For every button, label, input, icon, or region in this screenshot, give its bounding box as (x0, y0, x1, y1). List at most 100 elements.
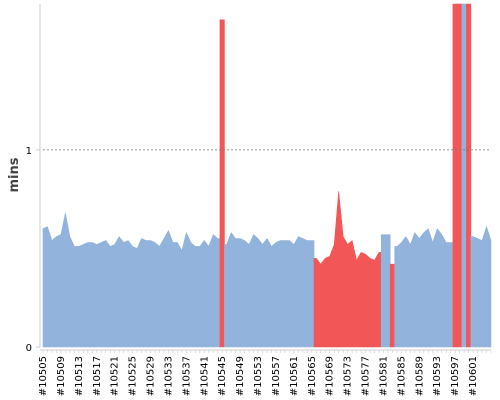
x-tick-label: #10529 (146, 356, 157, 396)
build-bar (488, 233, 492, 348)
build-bar (416, 234, 422, 348)
build-bar (461, 3, 467, 348)
build-bar (483, 225, 490, 348)
build-bar (349, 239, 355, 348)
build-bar (80, 243, 86, 348)
build-bar (318, 260, 324, 348)
build-bar (107, 242, 113, 348)
build-bar (394, 243, 400, 348)
x-tick-label: #10521 (110, 356, 121, 396)
build-bar (134, 243, 140, 348)
x-tick-label: #10549 (235, 356, 246, 396)
build-bar (457, 3, 463, 348)
x-tick-label: #10601 (468, 356, 479, 396)
build-bar (201, 240, 207, 348)
build-bar (85, 242, 91, 348)
build-bar (58, 223, 64, 348)
build-bar (242, 239, 248, 348)
x-tick-label: #10545 (217, 356, 228, 396)
x-tick-label: #10557 (271, 356, 282, 396)
build-bar (313, 257, 319, 348)
build-bar (67, 224, 73, 348)
build-bar (398, 238, 404, 348)
build-bar (475, 237, 481, 348)
build-bar (98, 241, 104, 348)
build-bar (407, 238, 413, 348)
build-bar (385, 234, 391, 348)
x-tick-label: #10569 (325, 356, 336, 396)
build-bar (44, 226, 51, 348)
build-bar (197, 242, 203, 348)
build-bar (358, 251, 364, 348)
build-bar (309, 240, 315, 348)
x-tick-label: #10513 (74, 356, 85, 396)
build-bar (479, 233, 485, 348)
build-bar (282, 240, 288, 348)
build-bar (277, 240, 283, 348)
build-bar (215, 235, 221, 348)
build-bar (76, 245, 82, 348)
build-bar (354, 250, 360, 348)
build-bar (439, 230, 445, 348)
build-bar (268, 241, 275, 348)
build-bar (192, 243, 198, 348)
x-tick-label: #10565 (307, 356, 318, 396)
build-bar (331, 217, 337, 348)
build-bar (89, 242, 95, 348)
build-bar (371, 255, 378, 348)
build-bar (152, 241, 158, 348)
build-bar (121, 238, 127, 348)
build-bar (143, 239, 149, 348)
build-bar (389, 263, 395, 348)
build-bar (103, 240, 109, 348)
build-bar (147, 240, 154, 348)
build-bar (112, 239, 118, 348)
build-bar (125, 240, 131, 348)
x-ticks: #10505 #10509 #10513 #10517 #10521 #10525 #105… (38, 350, 492, 396)
y-tick-label: 0 (26, 343, 32, 354)
build-bar (412, 232, 418, 348)
build-bar (53, 235, 59, 348)
build-bar (304, 239, 310, 348)
build-bar (188, 237, 194, 348)
x-tick-label: #10533 (163, 356, 174, 396)
x-tick-label: #10585 (396, 356, 407, 396)
x-tick-label: #10573 (343, 356, 354, 396)
build-bar (219, 19, 225, 348)
x-tick-label: #10553 (253, 356, 264, 396)
x-tick-label: #10517 (92, 356, 103, 396)
build-bar (94, 243, 100, 348)
build-bar (295, 236, 301, 348)
build-bar (179, 241, 185, 348)
build-bar (210, 234, 216, 348)
build-bar (443, 237, 449, 348)
build-bar (376, 252, 382, 348)
build-bar (228, 232, 234, 348)
build-bar (380, 234, 387, 348)
x-tick-label: #10525 (128, 356, 139, 396)
build-bar (161, 233, 167, 348)
x-tick-label: #10581 (378, 356, 389, 396)
build-bar (251, 234, 257, 348)
build-bar (434, 228, 440, 348)
build-bar (237, 238, 243, 348)
build-bar (452, 3, 458, 348)
build-bar (156, 241, 163, 348)
build-bar (255, 235, 261, 348)
x-tick-label: #10561 (289, 356, 300, 396)
build-bar (259, 240, 266, 348)
build-bar (183, 231, 189, 348)
build-bar (345, 239, 351, 348)
build-bar (62, 212, 68, 348)
build-bar (336, 191, 342, 348)
build-bar (327, 250, 333, 348)
build-bar (273, 241, 279, 348)
y-ticks: 01 (26, 146, 40, 354)
build-bar (170, 236, 176, 348)
x-tick-label: #10505 (38, 356, 49, 396)
build-bar (174, 242, 180, 348)
x-tick-label: #10589 (414, 356, 425, 396)
x-tick-label: #10597 (450, 356, 461, 396)
build-bar (421, 230, 427, 348)
